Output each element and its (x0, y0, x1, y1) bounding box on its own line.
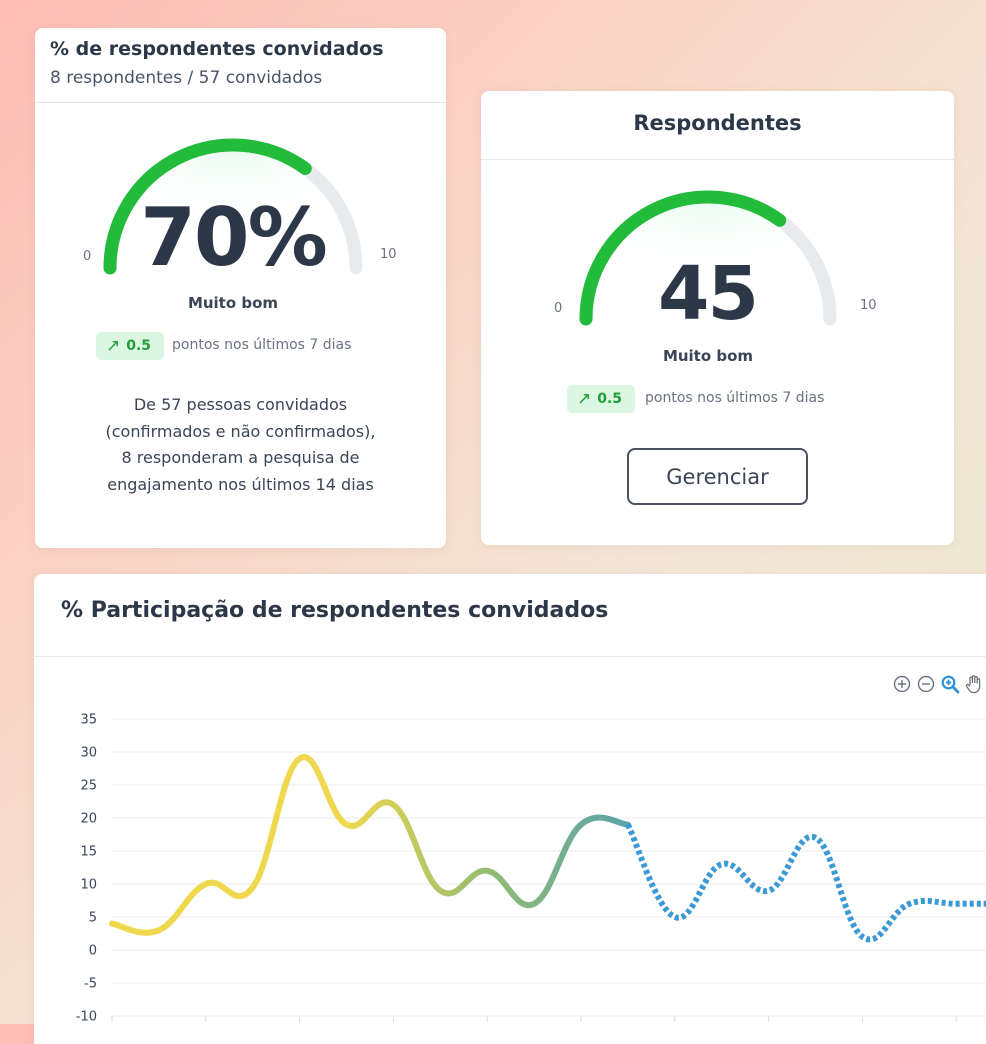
gauge-value: 45 (658, 251, 759, 337)
y-tick-label: 30 (80, 746, 97, 761)
card-title: Respondentes (633, 111, 802, 135)
trend-text: pontos nos últimos 7 dias (172, 337, 352, 353)
gauge-chart (103, 138, 363, 275)
rating-label: Muito bom (662, 347, 754, 365)
gauge-chart (579, 190, 837, 326)
y-tick-label: 35 (80, 713, 97, 728)
zoom-out-icon[interactable] (916, 674, 936, 694)
trend-text: pontos nos últimos 7 dias (645, 390, 825, 406)
series-line-forecast (625, 823, 986, 943)
chart-toolbar (892, 674, 984, 694)
gauge-fill (103, 138, 312, 275)
respondentes-convidados-card: % de respondentes convidados 8 responden… (35, 28, 446, 548)
card-subtitle: 8 respondentes / 57 convidados (50, 68, 323, 88)
gauge-glow (110, 145, 356, 268)
y-tick-label: -10 (76, 1010, 97, 1025)
y-tick-label: 5 (89, 911, 97, 926)
trend-badge: ↗ 0.5 (567, 385, 635, 413)
trend-up-arrow-icon: ↗ (106, 336, 121, 356)
respondentes-card: Respondentes 45 0 10 Muito bom ↗ 0.5 pon… (481, 91, 954, 545)
description-line: De 57 pessoas convidados (133, 395, 348, 414)
card-divider (481, 159, 954, 160)
zoom-in-icon[interactable] (892, 674, 912, 694)
gauge-fill (579, 190, 787, 326)
description-line: (confirmados e não confirmados), (105, 421, 376, 441)
rating-label: Muito bom (187, 294, 279, 312)
y-tick-label: 25 (80, 779, 97, 794)
y-tick-label: 0 (89, 944, 97, 959)
gauge-value: 70% (140, 191, 327, 284)
series-line-actual (109, 754, 631, 936)
gauge-min-label: 0 (554, 301, 563, 316)
description-line: 8 responderam a pesquisa de (121, 448, 360, 467)
y-tick-label: 20 (80, 812, 97, 827)
selection-zoom-icon[interactable] (940, 674, 960, 694)
line-chart: 35 30 25 20 15 10 5 0 -5 -10 (76, 713, 986, 1025)
gauge-glow (586, 197, 830, 319)
description-line: engajamento nos últimos 14 dias (107, 474, 374, 494)
gerenciar-button[interactable]: Gerenciar (627, 448, 808, 505)
trend-badge: ↗ 0.5 (96, 332, 164, 360)
card-divider (35, 102, 446, 103)
y-tick-label: 10 (80, 878, 97, 893)
trend-value: 0.5 (597, 391, 623, 407)
y-tick-label: 15 (80, 845, 97, 860)
gauge-max-label: 10 (860, 298, 877, 313)
gauge-min-label: 0 (83, 249, 92, 264)
trend-up-arrow-icon: ↗ (577, 389, 592, 409)
card-title: % de respondentes convidados (50, 38, 384, 60)
participacao-chart-card: % Participação de respondentes convidado… (34, 574, 986, 1044)
description: De 57 pessoas convidados (confirmados e … (55, 392, 426, 498)
trend-value: 0.5 (126, 338, 152, 354)
y-tick-label: -5 (84, 977, 97, 992)
chart-title: % Participação de respondentes convidado… (61, 598, 609, 623)
card-divider (34, 656, 986, 657)
pan-hand-icon[interactable] (964, 674, 984, 694)
gauge-max-label: 10 (380, 247, 397, 262)
